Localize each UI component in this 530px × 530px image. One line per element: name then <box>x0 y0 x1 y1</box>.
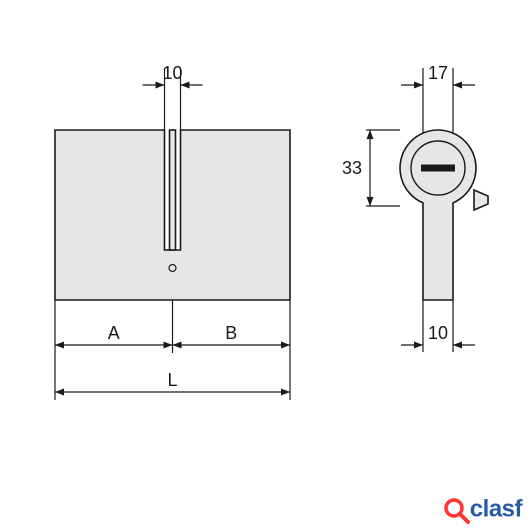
magnifier-icon <box>442 496 470 524</box>
svg-text:B: B <box>225 323 237 343</box>
watermark-text: clasf <box>470 496 522 523</box>
svg-text:33: 33 <box>342 158 362 178</box>
svg-text:L: L <box>167 370 177 390</box>
svg-text:17: 17 <box>428 63 448 83</box>
svg-text:10: 10 <box>428 323 448 343</box>
watermark: clasf <box>442 495 522 524</box>
cam-tab <box>474 190 488 210</box>
svg-text:A: A <box>108 323 120 343</box>
technical-drawing: 10 A B L 17 33 10 <box>0 0 530 530</box>
key-slot <box>421 165 455 172</box>
cylinder-front-profile <box>400 130 476 300</box>
svg-text:10: 10 <box>162 63 182 83</box>
cam-bit <box>170 130 176 250</box>
